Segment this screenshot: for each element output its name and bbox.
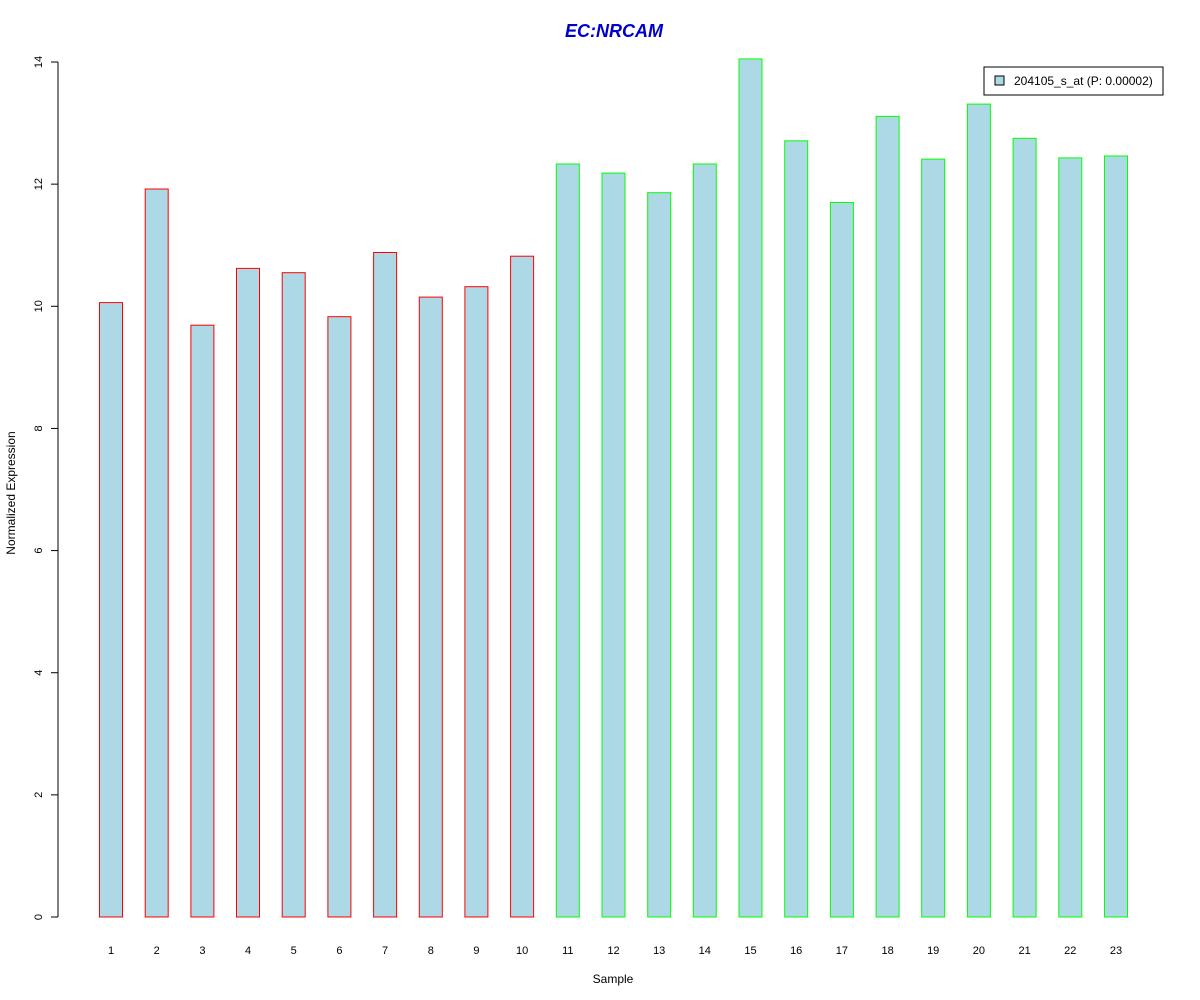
x-tick-label: 18 xyxy=(881,945,893,957)
bar-sample-18 xyxy=(875,115,900,918)
bar-sample-5 xyxy=(281,272,306,918)
x-tick-label: 13 xyxy=(653,945,665,957)
x-tick-label: 23 xyxy=(1110,945,1122,957)
y-tick-label: 6 xyxy=(33,548,45,554)
y-tick-label: 2 xyxy=(33,792,45,798)
x-axis-label: Sample xyxy=(593,972,634,986)
x-tick-label: 17 xyxy=(836,945,848,957)
y-tick-label: 0 xyxy=(33,914,45,920)
bar-sample-12 xyxy=(601,172,626,918)
legend: 204105_s_at (P: 0.00002) xyxy=(983,66,1164,96)
x-tick-label: 20 xyxy=(973,945,985,957)
x-tick-label: 3 xyxy=(199,945,205,957)
bar-sample-4 xyxy=(236,267,260,918)
x-tick-label: 11 xyxy=(562,945,573,957)
legend-swatch xyxy=(994,75,1005,86)
bar-sample-16 xyxy=(784,140,809,918)
x-tick-label: 6 xyxy=(336,945,342,957)
x-tick-label: 8 xyxy=(428,945,434,957)
y-tick-label: 12 xyxy=(33,178,45,190)
bar-sample-17 xyxy=(829,202,854,918)
x-tick-label: 12 xyxy=(607,945,619,957)
bar-sample-9 xyxy=(464,286,489,918)
x-tick-label: 16 xyxy=(790,945,802,957)
bar-sample-22 xyxy=(1058,157,1083,918)
y-axis-label: Normalized Expression xyxy=(4,431,18,554)
legend-box xyxy=(983,66,1164,96)
x-tick-label: 7 xyxy=(382,945,388,957)
x-tick-label: 14 xyxy=(699,945,711,957)
x-tick-label: 21 xyxy=(1018,945,1030,957)
bar-sample-23 xyxy=(1104,155,1128,918)
legend-label: 204105_s_at (P: 0.00002) xyxy=(1014,74,1153,88)
bar-sample-3 xyxy=(190,324,215,918)
bar-sample-20 xyxy=(966,103,991,918)
bar-sample-8 xyxy=(418,296,443,918)
bar-sample-15 xyxy=(738,58,763,918)
bar-sample-11 xyxy=(555,163,580,918)
bars xyxy=(99,58,1128,918)
y-tick-label: 14 xyxy=(33,56,45,68)
bar-sample-13 xyxy=(647,192,672,918)
bar-sample-19 xyxy=(921,158,946,918)
bar-sample-14 xyxy=(692,163,717,918)
x-tick-label: 2 xyxy=(154,945,160,957)
x-axis-tick-labels: 1 2 3 4 5 6 7 8 9 10 11 12 13 14 15 16 17 18 19 20 21 22 23 xyxy=(108,945,1122,957)
chart-title: EC:NRCAM xyxy=(565,21,664,41)
x-tick-label: 22 xyxy=(1064,945,1076,957)
bar-sample-21 xyxy=(1012,137,1037,918)
bar-sample-7 xyxy=(373,252,398,918)
y-tick-label: 8 xyxy=(33,425,45,431)
y-axis: 0 2 4 6 8 10 12 14 xyxy=(33,56,59,920)
x-tick-label: 4 xyxy=(245,945,251,957)
x-tick-label: 15 xyxy=(744,945,756,957)
y-tick-label: 4 xyxy=(33,670,45,676)
x-tick-label: 5 xyxy=(291,945,297,957)
x-tick-label: 1 xyxy=(108,945,114,957)
y-tick-label: 10 xyxy=(33,300,45,312)
bar-sample-1 xyxy=(99,302,123,918)
x-tick-label: 19 xyxy=(927,945,939,957)
bar-sample-10 xyxy=(510,255,535,918)
bar-sample-2 xyxy=(144,188,169,918)
bar-sample-6 xyxy=(327,316,352,918)
x-tick-label: 9 xyxy=(473,945,479,957)
x-tick-label: 10 xyxy=(516,945,528,957)
